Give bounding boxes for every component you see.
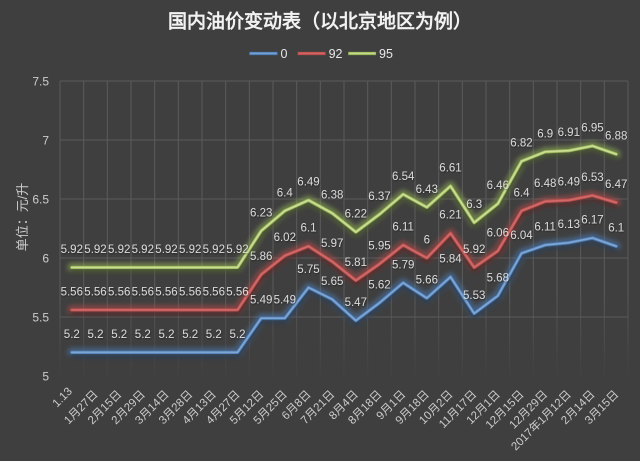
svg-text:6.53: 6.53 xyxy=(581,172,603,184)
svg-text:6.91: 6.91 xyxy=(558,127,580,139)
svg-text:6.3: 6.3 xyxy=(466,199,482,211)
svg-text:5.84: 5.84 xyxy=(439,253,462,265)
svg-text:5.79: 5.79 xyxy=(392,259,414,271)
svg-text:国内油价变动表（以北京地区为例）: 国内油价变动表（以北京地区为例） xyxy=(168,10,472,33)
svg-text:6.46: 6.46 xyxy=(487,180,509,192)
svg-text:5.5: 5.5 xyxy=(32,310,49,324)
svg-text:92: 92 xyxy=(329,47,343,61)
svg-text:6.43: 6.43 xyxy=(416,184,438,196)
svg-text:5.56: 5.56 xyxy=(84,286,106,298)
svg-text:6: 6 xyxy=(42,251,49,265)
svg-text:6.82: 6.82 xyxy=(510,138,532,150)
svg-text:5.97: 5.97 xyxy=(321,238,343,250)
svg-text:6.17: 6.17 xyxy=(581,214,603,226)
svg-text:6.4: 6.4 xyxy=(277,187,294,199)
svg-text:6.37: 6.37 xyxy=(368,191,390,203)
svg-text:5.86: 5.86 xyxy=(250,251,272,263)
svg-text:5.92: 5.92 xyxy=(226,244,248,256)
svg-text:5.92: 5.92 xyxy=(61,244,83,256)
svg-text:5.47: 5.47 xyxy=(345,297,367,309)
svg-text:单位：元/升: 单位：元/升 xyxy=(15,183,30,252)
svg-text:5.95: 5.95 xyxy=(368,240,390,252)
svg-text:5.2: 5.2 xyxy=(135,329,151,341)
svg-text:5.56: 5.56 xyxy=(179,286,201,298)
svg-text:6.21: 6.21 xyxy=(439,210,461,222)
svg-text:6.88: 6.88 xyxy=(605,131,627,143)
svg-text:5.66: 5.66 xyxy=(416,275,438,287)
svg-text:5.92: 5.92 xyxy=(463,244,485,256)
svg-text:5.56: 5.56 xyxy=(61,286,83,298)
svg-text:6.06: 6.06 xyxy=(487,227,509,239)
svg-text:6.5: 6.5 xyxy=(32,192,49,206)
svg-text:5.2: 5.2 xyxy=(159,329,175,341)
svg-text:95: 95 xyxy=(379,47,393,61)
svg-text:7: 7 xyxy=(42,133,49,147)
svg-text:5.92: 5.92 xyxy=(84,244,106,256)
svg-text:6.22: 6.22 xyxy=(345,209,367,221)
svg-text:6.02: 6.02 xyxy=(274,232,296,244)
svg-text:5.65: 5.65 xyxy=(321,276,343,288)
svg-text:5.56: 5.56 xyxy=(155,286,177,298)
svg-text:5.53: 5.53 xyxy=(463,290,485,302)
svg-text:5.2: 5.2 xyxy=(182,329,198,341)
svg-text:5.2: 5.2 xyxy=(64,329,80,341)
svg-text:0: 0 xyxy=(281,47,288,61)
svg-text:6.04: 6.04 xyxy=(510,230,533,242)
svg-text:5.81: 5.81 xyxy=(345,257,367,269)
svg-text:5.56: 5.56 xyxy=(226,286,248,298)
svg-text:5.92: 5.92 xyxy=(155,244,177,256)
svg-text:5.75: 5.75 xyxy=(297,264,319,276)
svg-text:6.13: 6.13 xyxy=(558,219,580,231)
svg-text:5.92: 5.92 xyxy=(132,244,154,256)
svg-text:6.11: 6.11 xyxy=(534,222,556,234)
svg-text:7.5: 7.5 xyxy=(32,74,49,88)
svg-text:6.47: 6.47 xyxy=(605,179,627,191)
svg-text:6.95: 6.95 xyxy=(581,122,603,134)
svg-text:5: 5 xyxy=(42,369,49,383)
svg-text:6.4: 6.4 xyxy=(514,187,531,199)
svg-text:5.49: 5.49 xyxy=(250,295,272,307)
svg-text:6.1: 6.1 xyxy=(301,223,317,235)
svg-text:5.2: 5.2 xyxy=(111,329,127,341)
svg-text:6.48: 6.48 xyxy=(534,178,556,190)
svg-text:6.23: 6.23 xyxy=(250,207,272,219)
svg-text:5.2: 5.2 xyxy=(230,329,246,341)
svg-text:5.2: 5.2 xyxy=(88,329,104,341)
svg-text:6.9: 6.9 xyxy=(537,128,553,140)
svg-text:6.54: 6.54 xyxy=(392,171,415,183)
svg-text:5.62: 5.62 xyxy=(368,279,390,291)
svg-text:6.49: 6.49 xyxy=(297,177,319,189)
svg-text:5.49: 5.49 xyxy=(274,295,296,307)
svg-text:6.38: 6.38 xyxy=(321,190,343,202)
svg-text:5.56: 5.56 xyxy=(108,286,130,298)
svg-text:5.56: 5.56 xyxy=(203,286,225,298)
svg-text:6: 6 xyxy=(424,235,430,247)
svg-text:6.1: 6.1 xyxy=(608,223,624,235)
svg-text:5.68: 5.68 xyxy=(487,272,509,284)
svg-text:5.2: 5.2 xyxy=(206,329,222,341)
svg-text:5.92: 5.92 xyxy=(179,244,201,256)
svg-text:6.61: 6.61 xyxy=(439,163,461,175)
svg-text:5.92: 5.92 xyxy=(203,244,225,256)
svg-text:6.11: 6.11 xyxy=(392,222,414,234)
svg-text:5.92: 5.92 xyxy=(108,244,130,256)
svg-text:6.49: 6.49 xyxy=(558,177,580,189)
svg-text:5.56: 5.56 xyxy=(132,286,154,298)
